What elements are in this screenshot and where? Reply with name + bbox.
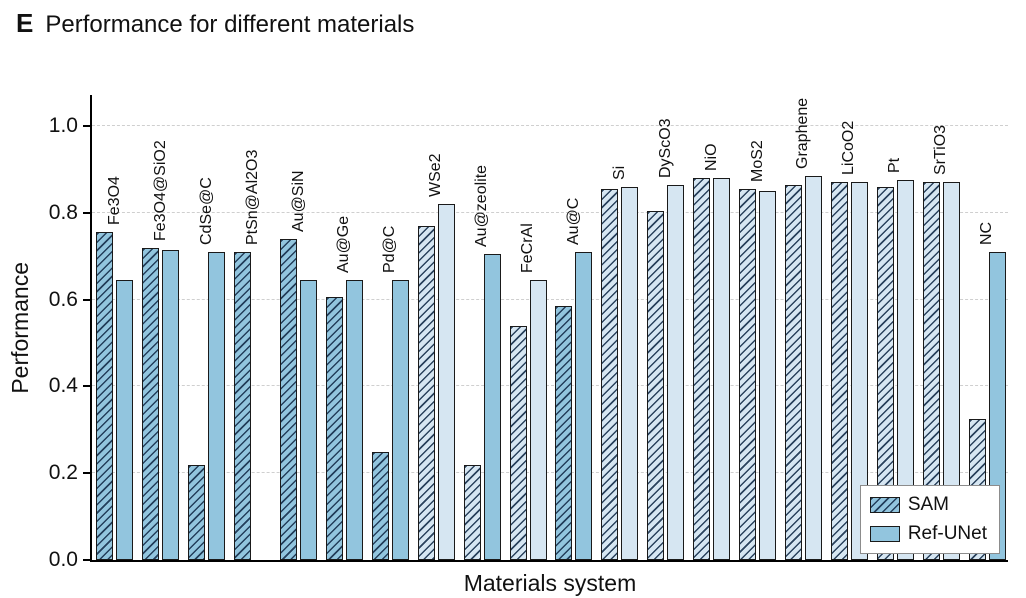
- y-axis-label-wrap: Performance: [6, 95, 34, 560]
- bar-ref-unet-mos2: [759, 191, 777, 560]
- y-tick-label: 1.0: [48, 114, 78, 137]
- bar-sam-au-zeolite: [463, 464, 481, 560]
- legend: SAM Ref-UNet: [859, 485, 1000, 554]
- y-tick-mark: [83, 211, 91, 214]
- legend-swatch-hatched: [869, 497, 900, 513]
- bar-sam-au-sin: [280, 238, 298, 560]
- category-label: Pt: [886, 158, 904, 174]
- bar-sam-au-ge: [325, 297, 343, 560]
- bar-ref-unet-wse2: [437, 204, 455, 560]
- bar-sam-cdse-c: [188, 464, 206, 560]
- category-label: NC: [978, 221, 996, 245]
- y-tick-label: 0.6: [48, 287, 78, 311]
- y-tick-mark: [83, 472, 91, 475]
- y-tick-mark: [83, 559, 91, 561]
- bar-ref-unet-pd-c: [391, 280, 409, 560]
- bar-ref-unet-nio: [713, 178, 731, 560]
- gridline: [92, 298, 1008, 300]
- legend-label: SAM: [907, 494, 949, 515]
- y-tick-mark: [83, 298, 91, 301]
- bar-sam-au-c: [555, 306, 573, 560]
- bar-ref-unet-si: [621, 186, 639, 560]
- category-label: Au@C: [564, 197, 582, 245]
- gridline: [92, 472, 1008, 474]
- legend-label: Ref-UNet: [907, 523, 987, 544]
- bar-ref-unet-fe3o4-sio2: [162, 249, 180, 560]
- panel-label: E: [16, 8, 34, 38]
- bar-sam-fe3o4: [96, 232, 114, 560]
- y-tick-label: 0.4: [48, 374, 78, 398]
- y-tick-mark: [83, 125, 91, 127]
- bar-ref-unet-cdse-c: [208, 251, 226, 560]
- bar-ref-unet-licoo2: [850, 182, 868, 560]
- bar-ref-unet-au-zeolite: [483, 254, 501, 560]
- y-tick-label: 0.0: [48, 548, 78, 571]
- category-label: Si: [610, 165, 628, 180]
- bar-sam-si: [601, 188, 619, 560]
- y-tick-mark: [83, 385, 91, 388]
- bar-ref-unet-au-sin: [300, 280, 318, 560]
- category-label: Au@SiN: [289, 170, 307, 232]
- gridline: [92, 125, 1008, 126]
- legend-item-ref-unet: Ref-UNet: [869, 523, 987, 545]
- category-label: WSe2: [427, 153, 445, 198]
- bar-sam-fecral: [509, 325, 527, 560]
- figure-title-row: E Performance for different materials: [16, 8, 414, 39]
- y-axis-label: Performance: [6, 261, 33, 394]
- category-label: Au@zeolite: [473, 164, 491, 248]
- gridline: [92, 385, 1008, 387]
- bar-ref-unet-dysco3: [667, 184, 685, 560]
- bar-ref-unet-fe3o4: [116, 280, 134, 560]
- category-label: Pd@C: [381, 225, 399, 274]
- bar-ref-unet-nc: [988, 251, 1006, 560]
- category-label: MoS2: [748, 140, 766, 182]
- bar-ref-unet-fecral: [529, 280, 547, 560]
- bar-sam-licoo2: [830, 182, 848, 560]
- bar-sam-srtio3: [922, 182, 940, 560]
- y-tick-label: 0.8: [48, 200, 78, 224]
- bar-sam-ptsn-al2o3: [234, 251, 252, 560]
- bar-sam-pt: [876, 186, 894, 560]
- legend-swatch-solid: [869, 526, 900, 542]
- bar-ref-unet-au-c: [575, 251, 593, 560]
- bar-sam-dysco3: [647, 210, 665, 560]
- category-label: Graphene: [794, 97, 812, 169]
- category-label: Fe3O4: [105, 176, 123, 226]
- category-label: CdSe@C: [197, 177, 215, 245]
- category-label: Fe3O4@SiO2: [151, 139, 169, 241]
- category-label: SrTiO3: [932, 125, 950, 176]
- bar-sam-graphene: [784, 184, 802, 560]
- bar-ref-unet-pt: [896, 180, 914, 560]
- bar-ref-unet-srtio3: [942, 182, 960, 560]
- plot-area: Performance Materials system SAM Ref-UNet…: [7, 95, 1008, 596]
- category-label: FeCrAl: [519, 223, 537, 274]
- legend-item-sam: SAM: [869, 494, 987, 516]
- x-axis-label: Materials system: [463, 570, 637, 596]
- bar-sam-mos2: [739, 188, 757, 560]
- figure-title: Performance for different materials: [45, 11, 415, 38]
- bar-ref-unet-graphene: [804, 175, 822, 560]
- category-label: NiO: [702, 143, 720, 172]
- bar-ref-unet-au-ge: [345, 280, 363, 560]
- bar-sam-nio: [693, 178, 711, 560]
- bar-sam-wse2: [417, 225, 435, 560]
- category-label: Au@Ge: [335, 215, 353, 274]
- category-label: PtSn@Al2O3: [243, 149, 261, 245]
- y-tick-label: 0.2: [48, 461, 78, 485]
- gridline: [92, 211, 1008, 213]
- bar-sam-fe3o4-sio2: [142, 247, 160, 560]
- category-label: DyScO3: [656, 118, 674, 178]
- bar-sam-pd-c: [371, 451, 389, 560]
- category-label: LiCoO2: [840, 121, 858, 176]
